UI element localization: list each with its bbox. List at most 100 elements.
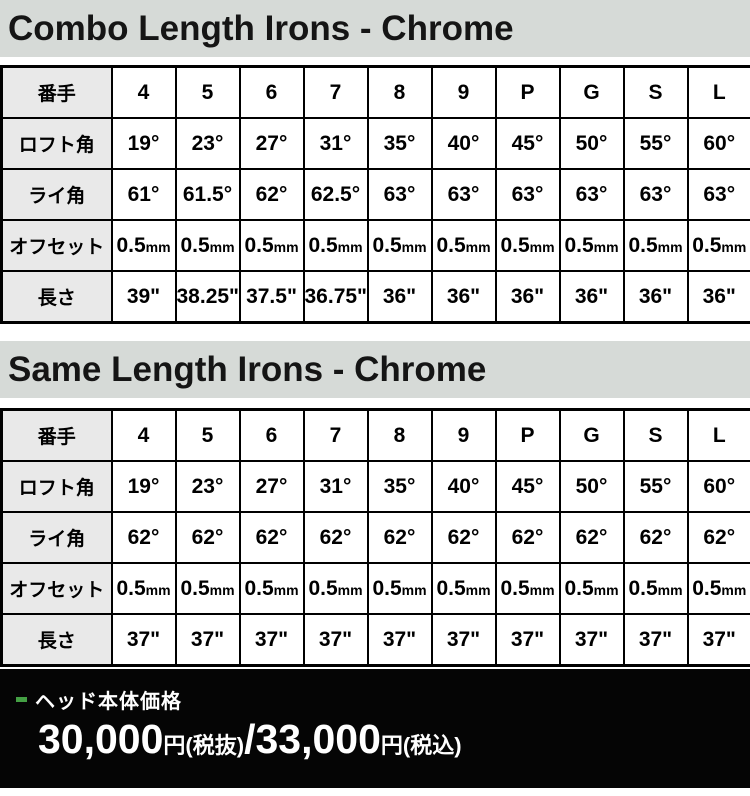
value-cell: 39"	[110, 270, 177, 324]
value-cell: 37.5"	[238, 270, 305, 324]
table-row: ロフト角 19° 23° 27° 31° 35° 40° 45° 50° 55° 60°	[0, 460, 750, 513]
value-cell: 37"	[110, 613, 177, 667]
value-cell: 0.5mm	[238, 562, 305, 615]
column-header-cell: 8	[366, 65, 433, 119]
value-cell: 23°	[174, 117, 241, 170]
same-section-title: Same Length Irons - Chrome	[8, 349, 487, 389]
value-cell: 45°	[494, 117, 561, 170]
value-cell: 0.5mm	[110, 562, 177, 615]
column-header-cell: P	[494, 65, 561, 119]
value-cell: 37"	[174, 613, 241, 667]
value-cell: 36"	[622, 270, 689, 324]
price-yen-label: 円	[163, 733, 186, 758]
value-cell: 36"	[366, 270, 433, 324]
value-cell: 0.5mm	[238, 219, 305, 272]
value-cell: 62.5°	[302, 168, 369, 221]
price-label: ヘッド本体価格	[35, 691, 182, 713]
value-cell: 50°	[558, 117, 625, 170]
row-label-cell: ロフト角	[0, 117, 113, 170]
column-header-cell: P	[494, 408, 561, 462]
row-label-cell: オフセット	[0, 562, 113, 615]
value-cell: 61°	[110, 168, 177, 221]
value-cell: 63°	[622, 168, 689, 221]
column-header-cell: L	[686, 65, 750, 119]
section-same-length-irons: Same Length Irons - Chrome 番手 4 5 6 7 8 9 P G S L ロ…	[0, 341, 750, 667]
value-cell: 62°	[110, 511, 177, 564]
price-label-row: ヘッド本体価格	[16, 685, 750, 714]
value-cell: 36"	[494, 270, 561, 324]
value-cell: 19°	[110, 117, 177, 170]
value-cell: 63°	[494, 168, 561, 221]
value-cell: 61.5°	[174, 168, 241, 221]
value-cell: 35°	[366, 117, 433, 170]
column-header-cell: 6	[238, 65, 305, 119]
column-header-cell: 5	[174, 408, 241, 462]
value-cell: 35°	[366, 460, 433, 513]
value-cell: 62°	[238, 511, 305, 564]
column-header-cell: 4	[110, 65, 177, 119]
column-header-cell: S	[622, 65, 689, 119]
column-header-cell: 4	[110, 408, 177, 462]
value-cell: 0.5mm	[494, 219, 561, 272]
value-cell: 62°	[302, 511, 369, 564]
column-header-cell: 7	[302, 408, 369, 462]
row-label-cell: 長さ	[0, 613, 113, 667]
same-title-band: Same Length Irons - Chrome	[0, 341, 750, 398]
value-cell: 27°	[238, 117, 305, 170]
column-header-cell: S	[622, 408, 689, 462]
spacer	[0, 324, 750, 341]
value-cell: 37"	[366, 613, 433, 667]
value-cell: 0.5mm	[558, 562, 625, 615]
value-cell: 31°	[302, 117, 369, 170]
price-incl-tax-amount: 33,000	[255, 716, 381, 762]
value-cell: 63°	[430, 168, 497, 221]
value-cell: 37"	[622, 613, 689, 667]
value-cell: 60°	[686, 460, 750, 513]
price-excl-tax-amount: 30,000	[38, 716, 164, 762]
value-cell: 0.5mm	[494, 562, 561, 615]
value-cell: 37"	[430, 613, 497, 667]
combo-irons-spec-table: 番手 4 5 6 7 8 9 P G S L ロフト角 19° 23° 27° 31° 35° 40° 45° 50°…	[0, 65, 750, 324]
value-cell: 0.5mm	[622, 219, 689, 272]
value-cell: 37"	[558, 613, 625, 667]
value-cell: 62°	[430, 511, 497, 564]
table-header-row: 番手 4 5 6 7 8 9 P G S L	[0, 65, 750, 119]
value-cell: 0.5mm	[366, 219, 433, 272]
value-cell: 0.5mm	[622, 562, 689, 615]
value-cell: 36"	[558, 270, 625, 324]
value-cell: 63°	[366, 168, 433, 221]
value-cell: 63°	[558, 168, 625, 221]
combo-title-band: Combo Length Irons - Chrome	[0, 0, 750, 57]
value-cell: 37"	[686, 613, 750, 667]
price-incl-tax-note: (税込)	[402, 733, 462, 758]
combo-section-title: Combo Length Irons - Chrome	[8, 8, 514, 48]
column-header-cell: 6	[238, 408, 305, 462]
table-row: オフセット 0.5mm 0.5mm 0.5mm 0.5mm 0.5mm 0.5mm 0.5mm…	[0, 219, 750, 272]
value-cell: 63°	[686, 168, 750, 221]
price-footer: ヘッド本体価格 30,000 円 (税抜) / 33,000 円 (税込)	[0, 669, 750, 788]
value-cell: 0.5mm	[110, 219, 177, 272]
value-cell: 0.5mm	[686, 562, 750, 615]
value-cell: 37"	[494, 613, 561, 667]
column-header-cell: L	[686, 408, 750, 462]
table-row: オフセット 0.5mm 0.5mm 0.5mm 0.5mm 0.5mm 0.5mm 0.5mm…	[0, 562, 750, 615]
value-cell: 31°	[302, 460, 369, 513]
column-header-cell: 7	[302, 65, 369, 119]
value-cell: 23°	[174, 460, 241, 513]
value-cell: 0.5mm	[366, 562, 433, 615]
value-cell: 0.5mm	[558, 219, 625, 272]
value-cell: 0.5mm	[430, 562, 497, 615]
value-cell: 0.5mm	[174, 219, 241, 272]
row-label-cell: ライ角	[0, 168, 113, 221]
value-cell: 60°	[686, 117, 750, 170]
column-header-cell: 8	[366, 408, 433, 462]
column-header-cell: 9	[430, 65, 497, 119]
value-cell: 19°	[110, 460, 177, 513]
spacer	[0, 398, 750, 408]
value-cell: 62°	[174, 511, 241, 564]
same-irons-spec-table: 番手 4 5 6 7 8 9 P G S L ロフト角 19° 23° 27° 31° 35° 40° 45° 50°…	[0, 408, 750, 667]
corner-cell: 番手	[0, 65, 113, 119]
value-cell: 36.75"	[302, 270, 369, 324]
column-header-cell: 9	[430, 408, 497, 462]
green-dash-icon	[16, 697, 27, 702]
